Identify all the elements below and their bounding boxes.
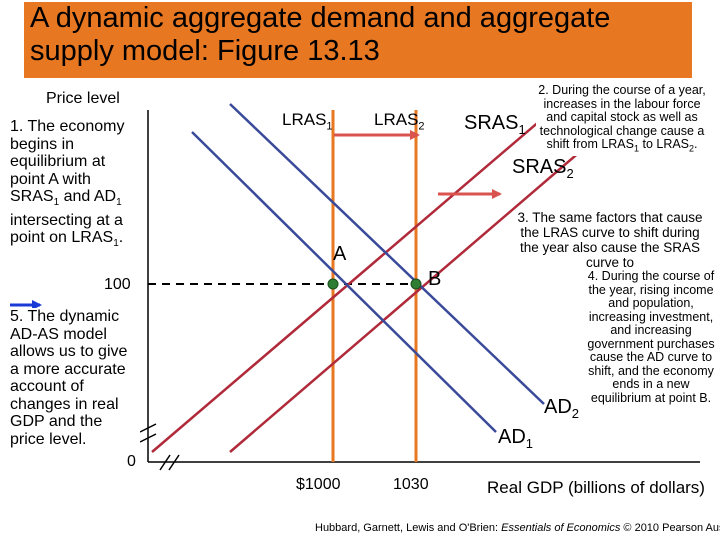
point-b-label: B: [428, 268, 442, 290]
sras1-label: SRAS1: [464, 112, 526, 137]
lras2-label: LRAS2: [374, 110, 425, 133]
source-credit: Hubbard, Garnett, Lewis and O'Brien: Ess…: [315, 522, 720, 534]
note-5: 5. The dynamic AD-AS model allows us to …: [10, 308, 140, 448]
note-4: 4. During the course of the year, rising…: [586, 269, 716, 405]
note-2: 2. During the course of a year, increase…: [536, 83, 708, 156]
x-axis-break: [159, 454, 180, 471]
x-tick-1030: 1030: [393, 476, 429, 493]
x-tick-1000: $1000: [296, 476, 341, 493]
note-3: 3. The same factors that cause the LRAS …: [514, 210, 706, 268]
point-a-marker: [327, 278, 339, 290]
note-1: 1. The economy begins in equilibrium at …: [10, 118, 142, 253]
sras2-curve: [229, 149, 583, 453]
ad2-curve: [229, 103, 545, 405]
ad1-label: AD1: [498, 426, 534, 451]
point-a-label: A: [333, 243, 347, 265]
y-axis-break: [139, 423, 157, 443]
x-axis-label: Real GDP (billions of dollars): [487, 478, 705, 497]
y-origin-label: 0: [127, 453, 136, 470]
sras1-curve: [151, 107, 556, 453]
point-b-marker: [410, 278, 422, 290]
ad2-label: AD2: [544, 396, 580, 421]
page-title: A dynamic aggregate demand and aggregate…: [30, 2, 611, 67]
y-axis-label: Price level: [46, 90, 120, 107]
ad1-curve: [191, 131, 497, 433]
y-tick-100: 100: [104, 276, 131, 293]
title-bar: [24, 2, 692, 78]
sras2-label: SRAS2: [512, 156, 574, 181]
lras1-label: LRAS1: [282, 110, 333, 133]
